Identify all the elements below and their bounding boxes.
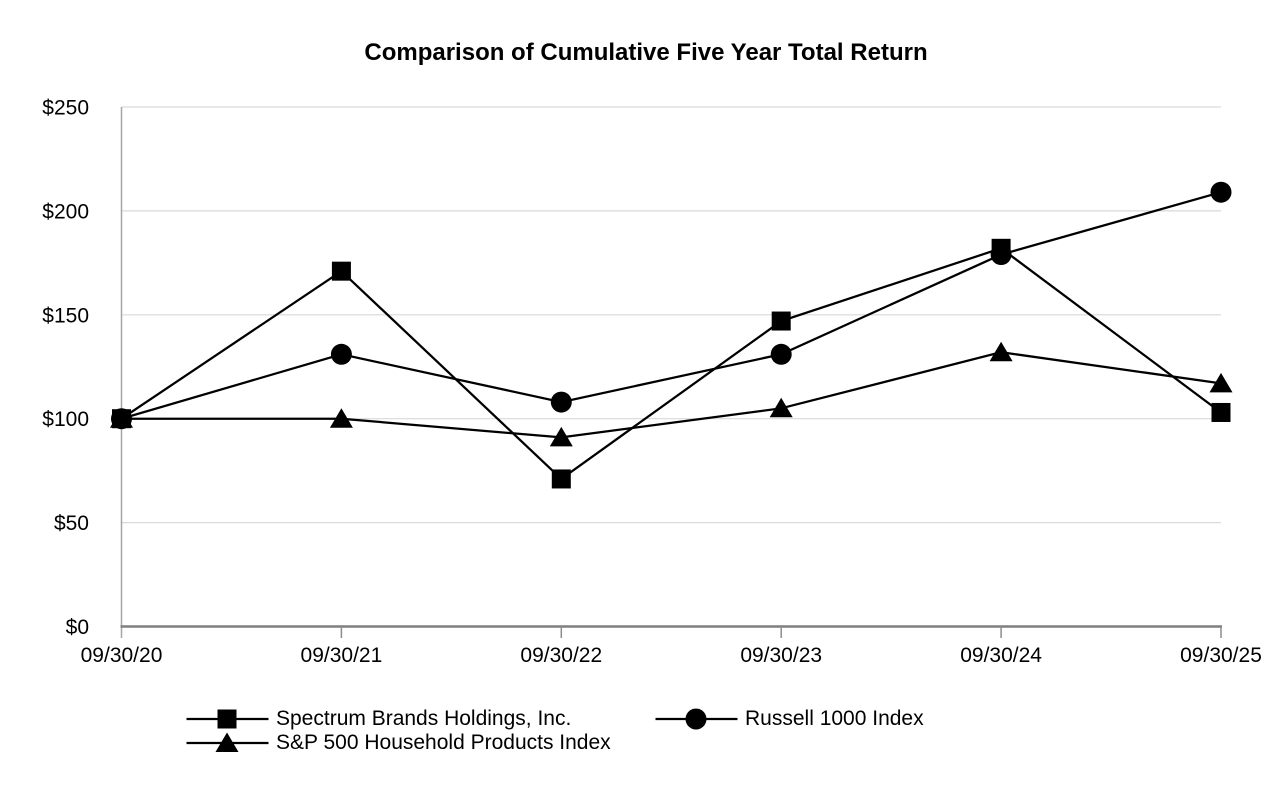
x-axis-label: 09/30/24	[960, 644, 1042, 667]
triangle-marker-icon	[989, 341, 1013, 362]
square-marker-icon	[331, 261, 351, 281]
x-axis-label: 09/30/21	[301, 644, 383, 667]
y-axis-label: $100	[42, 408, 89, 431]
legend-key-circle-icon	[655, 708, 738, 730]
series-line-square	[120, 247, 1222, 481]
x-axis-label: 09/30/25	[1180, 644, 1262, 667]
y-axis-label: $0	[66, 616, 89, 639]
legend-label: S&P 500 Household Products Index	[276, 731, 611, 754]
legend-label: Spectrum Brands Holdings, Inc.	[276, 707, 572, 730]
legend-item: Spectrum Brands Holdings, Inc.	[186, 706, 571, 732]
y-axis-label: $250	[42, 97, 89, 120]
circle-marker-icon	[330, 343, 352, 365]
circle-marker-icon	[770, 343, 792, 365]
legend-key-triangle-icon	[186, 732, 269, 752]
square-marker-icon	[991, 238, 1011, 258]
legend-key-square-icon	[186, 709, 269, 729]
legend-item: Russell 1000 Index	[655, 706, 924, 732]
circle-marker-icon	[550, 391, 572, 413]
y-axis-label: $50	[54, 512, 89, 535]
triangle-marker-icon	[1209, 372, 1233, 393]
chart-title: Comparison of Cumulative Five Year Total…	[364, 39, 928, 66]
series-line-triangle	[121, 351, 1222, 439]
triangle-marker-icon	[549, 426, 573, 447]
circle-marker-icon	[1210, 181, 1232, 203]
square-marker-icon	[551, 469, 571, 489]
triangle-marker-icon	[329, 408, 353, 428]
square-marker-icon	[771, 311, 791, 331]
legend-item: S&P 500 Household Products Index	[186, 730, 611, 756]
x-axis-label: 09/30/23	[740, 644, 822, 667]
series-line-circle	[121, 191, 1222, 420]
y-axis-label: $200	[42, 200, 89, 223]
x-axis-label: 09/30/22	[520, 644, 602, 667]
triangle-marker-icon	[769, 397, 793, 418]
square-marker-icon	[112, 409, 131, 429]
square-marker-icon	[1211, 402, 1231, 422]
legend-label: Russell 1000 Index	[745, 707, 924, 730]
x-axis-label: 09/30/20	[81, 644, 163, 667]
y-axis-label: $150	[42, 304, 89, 327]
